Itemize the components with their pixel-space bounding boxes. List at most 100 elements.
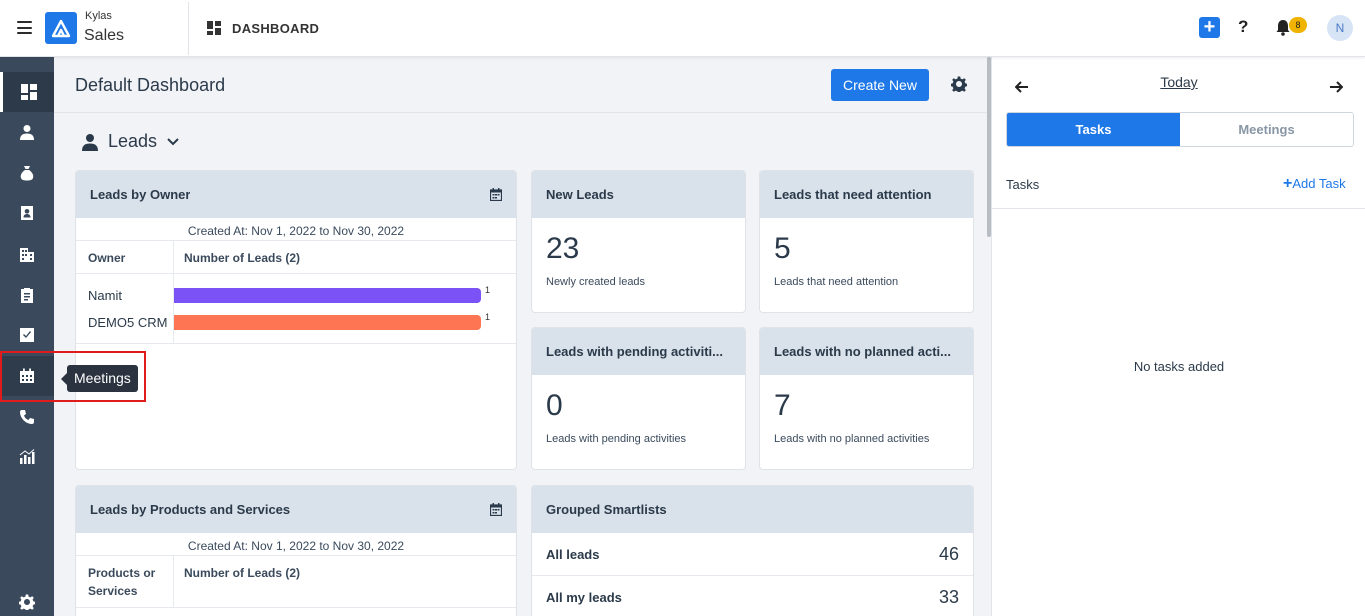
card-title: Leads by Products and Services bbox=[90, 502, 291, 517]
card-header: Leads by Owner bbox=[76, 171, 516, 218]
checkbox-icon bbox=[20, 328, 34, 342]
section-selector[interactable]: Leads bbox=[82, 131, 179, 152]
sidebar bbox=[0, 57, 54, 616]
leads-by-owner-card: Leads by Owner Created At: Nov 1, 2022 t… bbox=[75, 170, 517, 470]
add-task-button[interactable]: +Add Task bbox=[1283, 175, 1346, 193]
bar-row: 1 bbox=[174, 309, 516, 336]
card-header: Leads with pending activiti... bbox=[532, 328, 745, 375]
metric-value: 5 bbox=[774, 232, 791, 265]
column-header-owner: Owner bbox=[76, 241, 174, 273]
contact-card-icon bbox=[21, 206, 33, 220]
sidebar-item-leads[interactable] bbox=[0, 112, 54, 152]
building-icon bbox=[20, 248, 34, 262]
smartlist-row[interactable]: All leads 46 bbox=[532, 533, 973, 576]
sidebar-item-clipboard[interactable] bbox=[0, 275, 54, 315]
column-header-count: Number of Leads (2) bbox=[184, 566, 301, 580]
top-bar: Kylas Sales DASHBOARD + ? 8 N bbox=[0, 0, 1365, 57]
created-at-range: Created At: Nov 1, 2022 to Nov 30, 2022 bbox=[187, 224, 405, 238]
metric-value: 0 bbox=[546, 389, 563, 422]
panel-tabs: Tasks Meetings bbox=[1006, 112, 1354, 147]
kylas-logo[interactable] bbox=[45, 12, 77, 44]
card-title: New Leads bbox=[546, 187, 614, 202]
header-divider bbox=[188, 2, 189, 55]
table-header: Owner Number of Leads (2) bbox=[76, 241, 516, 274]
create-new-button[interactable]: Create New bbox=[831, 69, 929, 101]
sidebar-item-reports[interactable] bbox=[0, 437, 54, 477]
smartlist-name: All leads bbox=[546, 546, 600, 562]
card-title: Leads with pending activiti... bbox=[546, 344, 723, 359]
smartlist-row[interactable]: All my leads 33 bbox=[532, 576, 973, 616]
smartlist-count: 46 bbox=[938, 543, 959, 564]
calendar-icon[interactable] bbox=[490, 503, 502, 516]
leads-by-products-card: Leads by Products and Services Created A… bbox=[75, 485, 517, 616]
divider bbox=[992, 208, 1365, 209]
metric-description: Leads with pending activities bbox=[546, 433, 687, 445]
dashboard-icon bbox=[20, 84, 37, 100]
money-bag-icon bbox=[20, 166, 34, 181]
new-leads-card[interactable]: New Leads 23 Newly created leads bbox=[531, 170, 746, 313]
bar-chart-icon bbox=[19, 449, 35, 464]
quick-add-button[interactable]: + bbox=[1199, 17, 1220, 38]
bar-row: 1 bbox=[174, 282, 516, 309]
table-header: Products or Services Number of Leads (2) bbox=[76, 556, 516, 608]
smartlist-count: 33 bbox=[938, 586, 959, 607]
help-icon[interactable]: ? bbox=[1238, 17, 1249, 36]
table-body: Namit DEMO5 CRM 1 1 bbox=[76, 274, 516, 344]
gear-icon bbox=[19, 594, 35, 610]
card-header: Leads by Products and Services bbox=[76, 486, 516, 533]
notification-count-badge: 8 bbox=[1289, 17, 1307, 33]
attention-leads-card[interactable]: Leads that need attention 5 Leads that n… bbox=[759, 170, 974, 313]
sidebar-item-deals[interactable] bbox=[0, 153, 54, 193]
owner-name: Namit bbox=[88, 288, 122, 303]
sidebar-item-contacts[interactable] bbox=[0, 193, 54, 233]
pending-activities-card[interactable]: Leads with pending activiti... 0 Leads w… bbox=[531, 327, 746, 470]
sidebar-item-tasks[interactable] bbox=[0, 315, 54, 355]
arrow-right-icon[interactable] bbox=[1329, 81, 1343, 93]
breadcrumb-dashboard: DASHBOARD bbox=[232, 21, 320, 36]
no-planned-activities-card[interactable]: Leads with no planned acti... 7 Leads wi… bbox=[759, 327, 974, 470]
user-avatar[interactable]: N bbox=[1327, 15, 1353, 41]
main-scrollbar[interactable] bbox=[987, 57, 991, 237]
card-title: Leads by Owner bbox=[90, 187, 191, 202]
plus-icon: + bbox=[1283, 175, 1293, 192]
gear-icon[interactable] bbox=[951, 76, 967, 92]
bar-namit[interactable] bbox=[174, 288, 481, 303]
card-header: New Leads bbox=[532, 171, 745, 218]
owner-name: DEMO5 CRM bbox=[88, 315, 168, 330]
date-label[interactable]: Today bbox=[1160, 74, 1198, 90]
sidebar-item-settings[interactable] bbox=[0, 582, 54, 616]
section-label: Leads bbox=[108, 131, 158, 151]
owner-table: Owner Number of Leads (2) Namit DEMO5 CR… bbox=[76, 240, 516, 344]
grouped-smartlists-card: Grouped Smartlists All leads 46 All my l… bbox=[531, 485, 974, 616]
sidebar-item-dashboard[interactable] bbox=[0, 72, 54, 112]
sidebar-item-companies[interactable] bbox=[0, 234, 54, 274]
chevron-down-icon bbox=[167, 137, 179, 145]
dashboard-header: Default Dashboard Create New bbox=[54, 57, 990, 113]
metric-description: Leads that need attention bbox=[774, 276, 899, 288]
tasks-heading: Tasks bbox=[1006, 177, 1040, 192]
bar-value: 1 bbox=[485, 285, 491, 295]
tab-meetings[interactable]: Meetings bbox=[1180, 113, 1353, 146]
meetings-tooltip: Meetings bbox=[61, 365, 138, 392]
card-header: Leads that need attention bbox=[760, 171, 973, 218]
tab-tasks[interactable]: Tasks bbox=[1007, 113, 1180, 146]
bell-icon[interactable] bbox=[1275, 19, 1291, 36]
hamburger-menu-icon[interactable] bbox=[17, 21, 32, 34]
card-title: Leads that need attention bbox=[774, 187, 932, 202]
sidebar-item-calls[interactable] bbox=[0, 397, 54, 437]
created-at-range: Created At: Nov 1, 2022 to Nov 30, 2022 bbox=[187, 539, 405, 553]
brand-product: Sales bbox=[84, 27, 125, 44]
card-header: Grouped Smartlists bbox=[532, 486, 973, 533]
calendar-icon[interactable] bbox=[490, 188, 502, 201]
sidebar-item-meetings[interactable] bbox=[0, 356, 54, 396]
clipboard-icon bbox=[21, 288, 33, 303]
dashboard-icon bbox=[207, 21, 221, 35]
card-title: Grouped Smartlists bbox=[546, 502, 667, 517]
bar-value: 1 bbox=[485, 312, 491, 322]
person-icon bbox=[82, 133, 98, 151]
calendar-icon bbox=[20, 368, 34, 383]
column-header-count: Number of Leads (2) bbox=[184, 251, 301, 265]
arrow-left-icon[interactable] bbox=[1015, 81, 1029, 93]
bar-demo5-crm[interactable] bbox=[174, 315, 481, 330]
main-content: Default Dashboard Create New Leads Leads… bbox=[54, 57, 990, 616]
